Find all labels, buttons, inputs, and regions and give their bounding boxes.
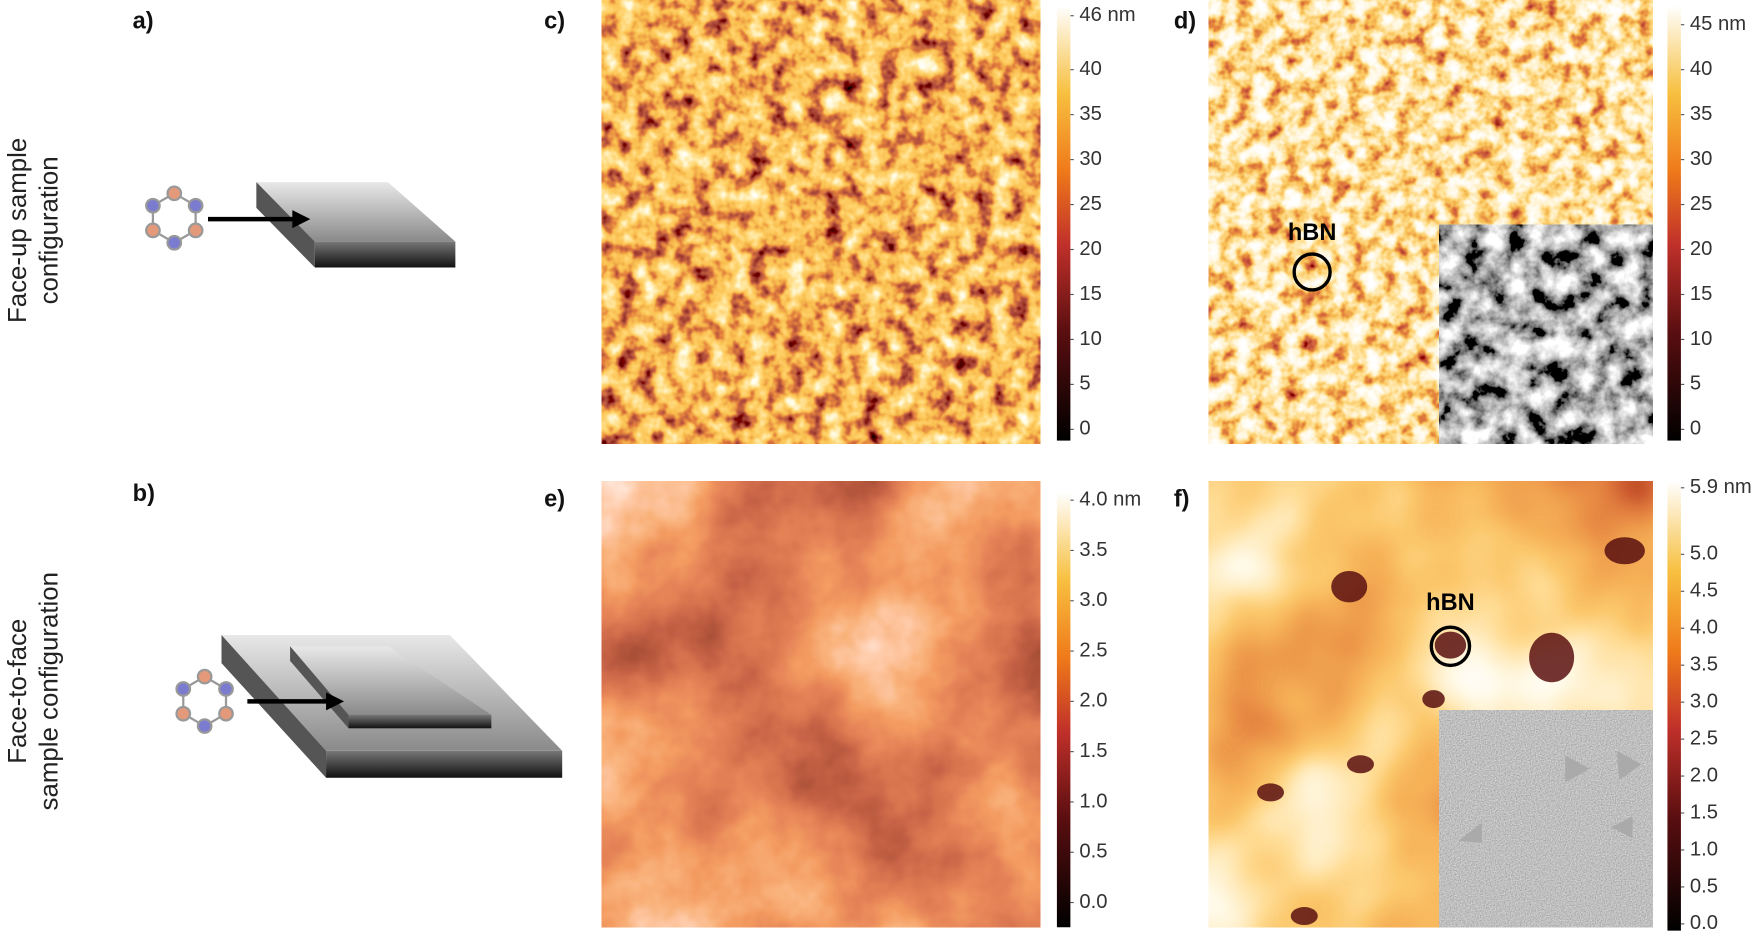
colorbar-tick-label: 0 bbox=[1690, 418, 1701, 440]
slab-side bbox=[256, 182, 315, 268]
molecule bbox=[145, 185, 204, 251]
colorbar-tick-label: 2.5 bbox=[1690, 727, 1718, 749]
colorbar-tick-label: 3.0 bbox=[1690, 690, 1718, 712]
annotation: hBN bbox=[1288, 220, 1337, 246]
colorbar-tick-label: 5.9 nm bbox=[1690, 476, 1752, 498]
colorbar-tick-label: 0.5 bbox=[1079, 841, 1107, 863]
colorbar-tick-label: 46 nm bbox=[1079, 4, 1135, 26]
colorbar-tick-label: 0.0 bbox=[1690, 912, 1718, 934]
colorbar-tick-label: 45 nm bbox=[1690, 13, 1746, 35]
slab-front bbox=[348, 714, 492, 729]
slab-side bbox=[290, 646, 349, 729]
colorbar-tick-label: 1.5 bbox=[1079, 740, 1107, 762]
panel-label: a) bbox=[133, 9, 154, 35]
colorbar-tick-label: 30 bbox=[1079, 148, 1102, 170]
colorbar bbox=[1667, 5, 1681, 441]
colorbar-tick-label: 5.0 bbox=[1690, 543, 1718, 565]
colorbar bbox=[1056, 5, 1071, 441]
colorbar-tick-label: 4.0 nm bbox=[1079, 489, 1141, 511]
colorbar-tick-label: 15 bbox=[1690, 283, 1713, 305]
slab-side bbox=[221, 635, 327, 778]
colorbar-tick-label: 40 bbox=[1079, 58, 1102, 80]
inset-image bbox=[1439, 224, 1653, 444]
row-label-line: configuration bbox=[35, 156, 63, 304]
row-label: Face-to-face sample configuration bbox=[4, 572, 63, 810]
colorbar-tick-label: 40 bbox=[1690, 58, 1713, 80]
colorbar bbox=[1667, 481, 1681, 931]
colorbar-tick-label: 0.0 bbox=[1079, 891, 1107, 913]
arrow-head bbox=[292, 210, 311, 229]
colorbar-tick-label: 25 bbox=[1079, 193, 1102, 215]
colorbar-tick-label: 20 bbox=[1079, 238, 1102, 260]
colorbar-tick-label: 35 bbox=[1079, 103, 1102, 125]
slab-top bbox=[256, 182, 456, 242]
colorbar-tick-label: 3.0 bbox=[1079, 589, 1107, 611]
annotation: hBN bbox=[1426, 590, 1475, 616]
afm-image bbox=[601, 481, 1041, 928]
colorbar-tick-label: 3.5 bbox=[1690, 654, 1718, 676]
colorbar-tick-label: 2.0 bbox=[1079, 690, 1107, 712]
row-label-line: Face-up sample bbox=[4, 138, 32, 323]
defects bbox=[1257, 537, 1645, 926]
row-label-line: Face-to-face bbox=[4, 619, 32, 764]
colorbar-tick-label: 10 bbox=[1690, 328, 1713, 350]
colorbar-tick-label: 1.0 bbox=[1079, 790, 1107, 812]
colorbar-tick-label: 4.5 bbox=[1690, 580, 1718, 602]
panel-label: f) bbox=[1174, 486, 1190, 512]
molecule bbox=[175, 668, 234, 734]
schematic-face-up bbox=[145, 182, 456, 268]
slab-top bbox=[290, 646, 492, 715]
colorbar-tick-label: 35 bbox=[1690, 103, 1713, 125]
panel-label: e) bbox=[544, 486, 565, 512]
colorbar-tick-label: 15 bbox=[1079, 283, 1102, 305]
marker-circle bbox=[1429, 625, 1472, 668]
slab-front bbox=[314, 241, 456, 268]
colorbar-tick-label: 1.5 bbox=[1690, 801, 1718, 823]
colorbar bbox=[1056, 492, 1071, 928]
marker-circle bbox=[1292, 252, 1332, 292]
row-label: Face-up sample configuration bbox=[4, 138, 63, 323]
slab-front bbox=[326, 750, 563, 778]
afm-image bbox=[601, 0, 1041, 444]
colorbar-tick-label: 2.0 bbox=[1690, 764, 1718, 786]
colorbar-tick-label: 1.0 bbox=[1690, 838, 1718, 860]
panel-label: b) bbox=[133, 481, 155, 507]
schematic-face-to-face bbox=[175, 635, 563, 778]
colorbar-tick-label: 4.0 bbox=[1690, 617, 1718, 639]
colorbar-tick-label: 20 bbox=[1690, 238, 1713, 260]
colorbar-tick-label: 10 bbox=[1079, 328, 1102, 350]
inset-triangles bbox=[1458, 750, 1642, 843]
colorbar-tick-label: 5 bbox=[1079, 373, 1090, 395]
inset-image bbox=[1439, 710, 1653, 928]
panel-label: c) bbox=[544, 9, 565, 35]
panel-label: d) bbox=[1174, 9, 1196, 35]
colorbar-tick-label: 25 bbox=[1690, 193, 1713, 215]
colorbar-tick-label: 0.5 bbox=[1690, 875, 1718, 897]
row-label-line: sample configuration bbox=[35, 572, 63, 810]
colorbar-tick-label: 0 bbox=[1079, 418, 1090, 440]
colorbars: 0 5 10 15 20 25 30 35 40 46 nm 0 5 10 15 20 25 30 35 40 45 … bbox=[1056, 4, 1752, 934]
colorbar-tick-label: 2.5 bbox=[1079, 639, 1107, 661]
arrow-head bbox=[326, 692, 345, 711]
colorbar-tick-label: 30 bbox=[1690, 148, 1713, 170]
colorbar-tick-label: 3.5 bbox=[1079, 539, 1107, 561]
colorbar-tick-label: 5 bbox=[1690, 373, 1701, 395]
